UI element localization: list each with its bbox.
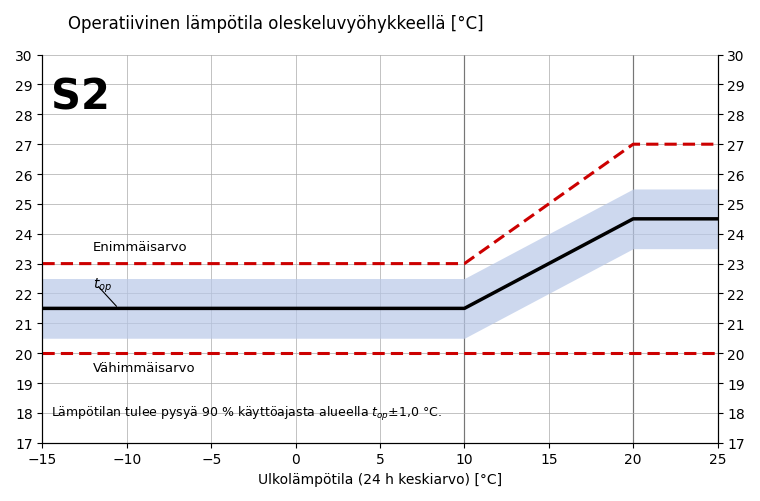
- Text: $t_{op}$: $t_{op}$: [93, 276, 112, 294]
- Text: Enimmäisarvo: Enimmäisarvo: [93, 240, 188, 254]
- Text: Operatiivinen lämpötila oleskeluvyöhykkeellä [°C]: Operatiivinen lämpötila oleskeluvyöhykke…: [68, 15, 484, 33]
- Text: Vähimmäisarvo: Vähimmäisarvo: [93, 361, 196, 374]
- Text: S2: S2: [51, 76, 109, 118]
- Text: Lämpötilan tulee pysyä 90 % käyttöajasta alueella $t_{op}$±1,0 °C.: Lämpötilan tulee pysyä 90 % käyttöajasta…: [51, 404, 442, 422]
- X-axis label: Ulkolämpötila (24 h keskiarvo) [°C]: Ulkolämpötila (24 h keskiarvo) [°C]: [258, 472, 502, 486]
